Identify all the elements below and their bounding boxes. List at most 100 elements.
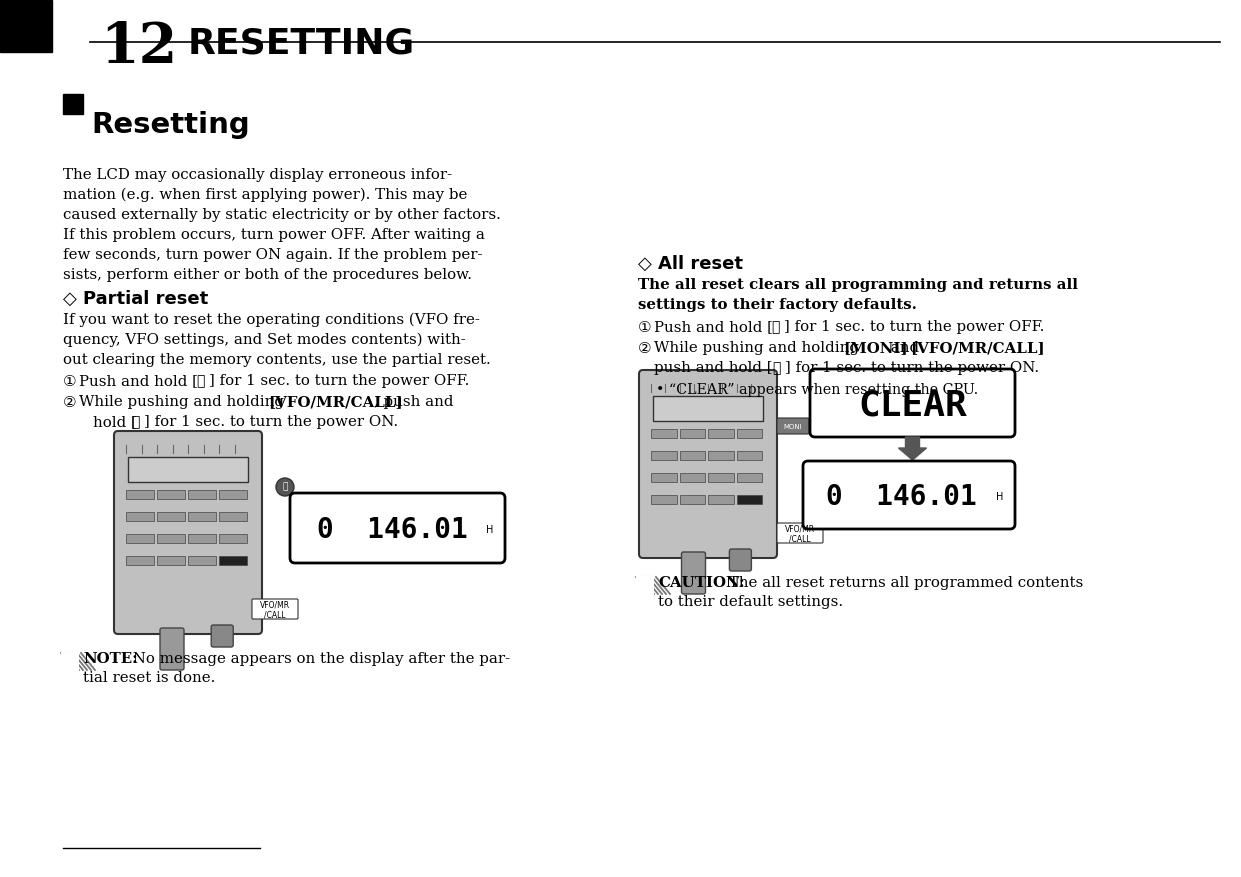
Bar: [218, 556, 247, 565]
Bar: [158, 556, 185, 565]
Text: RESETTING: RESETTING: [187, 27, 416, 61]
FancyBboxPatch shape: [777, 523, 823, 543]
Text: hold [: hold [: [93, 415, 137, 429]
Bar: [680, 451, 705, 460]
Text: caused externally by static electricity or by other factors.: caused externally by static electricity …: [63, 208, 501, 222]
Text: H: H: [997, 492, 1004, 502]
Text: ] for 1 sec. to turn the power ON.: ] for 1 sec. to turn the power ON.: [786, 361, 1039, 375]
Bar: [127, 512, 154, 521]
Text: If this problem occurs, turn power OFF. After waiting a: If this problem occurs, turn power OFF. …: [63, 228, 485, 242]
Bar: [635, 572, 654, 575]
Text: ①: ①: [63, 374, 77, 389]
Text: Push and hold [: Push and hold [: [79, 374, 197, 388]
Text: push and hold [: push and hold [: [654, 361, 772, 375]
Text: ⏻: ⏻: [772, 361, 781, 375]
Text: ⏻: ⏻: [196, 374, 205, 388]
Bar: [158, 512, 185, 521]
Text: While pushing and holding: While pushing and holding: [654, 341, 864, 355]
FancyBboxPatch shape: [777, 418, 809, 434]
Bar: [652, 451, 676, 460]
Text: out clearing the memory contents, use the partial reset.: out clearing the memory contents, use th…: [63, 353, 490, 367]
Bar: [128, 457, 248, 482]
Text: ②: ②: [63, 395, 77, 410]
Bar: [736, 473, 762, 482]
Text: Resetting: Resetting: [91, 111, 249, 139]
Bar: [127, 490, 154, 499]
Text: If you want to reset the operating conditions (VFO fre-: If you want to reset the operating condi…: [63, 313, 480, 327]
Circle shape: [812, 417, 829, 435]
Bar: [218, 490, 247, 499]
Text: ①: ①: [638, 320, 652, 335]
Text: While pushing and holding: While pushing and holding: [79, 395, 289, 409]
FancyBboxPatch shape: [639, 370, 777, 558]
FancyBboxPatch shape: [681, 552, 705, 594]
Bar: [652, 473, 676, 482]
FancyBboxPatch shape: [114, 431, 262, 634]
Text: All reset: All reset: [658, 255, 743, 273]
Text: 0  146.01: 0 146.01: [316, 516, 468, 544]
Bar: [61, 652, 79, 672]
Text: No message appears on the display after the par-: No message appears on the display after …: [128, 652, 510, 666]
Text: Partial reset: Partial reset: [83, 290, 208, 308]
Bar: [680, 429, 705, 438]
Text: [VFO/MR/CALL]: [VFO/MR/CALL]: [268, 395, 402, 409]
Text: ⏻: ⏻: [771, 320, 779, 334]
Bar: [736, 495, 762, 504]
FancyBboxPatch shape: [252, 599, 298, 619]
Text: to their default settings.: to their default settings.: [658, 595, 843, 609]
Text: VFO/MR
/CALL: VFO/MR /CALL: [786, 524, 815, 544]
Text: ] for 1 sec. to turn the power OFF.: ] for 1 sec. to turn the power OFF.: [208, 374, 469, 388]
Text: , push and: , push and: [374, 395, 453, 409]
Text: 0  146.01: 0 146.01: [827, 483, 977, 511]
Text: few seconds, turn power ON again. If the problem per-: few seconds, turn power ON again. If the…: [63, 248, 483, 262]
FancyBboxPatch shape: [730, 549, 751, 571]
Bar: [61, 648, 79, 651]
Text: H: H: [486, 525, 494, 535]
Bar: [680, 495, 705, 504]
Bar: [709, 495, 733, 504]
Bar: [680, 473, 705, 482]
Text: quency, VFO settings, and Set modes contents) with-: quency, VFO settings, and Set modes cont…: [63, 333, 465, 347]
Bar: [709, 451, 733, 460]
Text: mation (e.g. when first applying power). This may be: mation (e.g. when first applying power).…: [63, 188, 468, 203]
Text: and: and: [886, 341, 923, 355]
FancyBboxPatch shape: [160, 628, 184, 670]
Text: ②: ②: [638, 341, 652, 356]
Bar: [652, 495, 676, 504]
Bar: [187, 512, 216, 521]
Text: • “CLEAR” appears when resetting the CPU.: • “CLEAR” appears when resetting the CPU…: [656, 383, 978, 397]
Text: ⏻: ⏻: [818, 422, 823, 431]
Text: CLEAR: CLEAR: [858, 388, 967, 422]
Circle shape: [276, 478, 294, 496]
FancyBboxPatch shape: [810, 369, 1015, 437]
Bar: [635, 576, 654, 596]
Bar: [63, 94, 83, 114]
Text: Push and hold [: Push and hold [: [654, 320, 773, 334]
FancyArrow shape: [898, 437, 927, 460]
Bar: [158, 490, 185, 499]
Bar: [709, 429, 733, 438]
FancyBboxPatch shape: [290, 493, 505, 563]
Text: settings to their factory defaults.: settings to their factory defaults.: [638, 298, 917, 312]
Text: The all reset clears all programming and returns all: The all reset clears all programming and…: [638, 278, 1078, 292]
Text: The all reset returns all programmed contents: The all reset returns all programmed con…: [724, 576, 1083, 590]
Bar: [127, 556, 154, 565]
Bar: [652, 429, 676, 438]
Bar: [218, 534, 247, 543]
Bar: [653, 396, 763, 421]
Text: The LCD may occasionally display erroneous infor-: The LCD may occasionally display erroneo…: [63, 168, 452, 182]
Text: sists, perform either or both of the procedures below.: sists, perform either or both of the pro…: [63, 268, 472, 282]
FancyBboxPatch shape: [211, 625, 233, 647]
Bar: [736, 451, 762, 460]
Bar: [736, 429, 762, 438]
Text: ] for 1 sec. to turn the power OFF.: ] for 1 sec. to turn the power OFF.: [784, 320, 1045, 334]
Text: [VFO/MR/CALL]: [VFO/MR/CALL]: [910, 341, 1045, 355]
Text: ⏻: ⏻: [132, 415, 139, 429]
Text: VFO/MR
/CALL: VFO/MR /CALL: [259, 600, 290, 620]
Bar: [187, 490, 216, 499]
Text: MONI: MONI: [783, 424, 803, 430]
Bar: [187, 556, 216, 565]
FancyBboxPatch shape: [803, 461, 1015, 529]
Bar: [218, 512, 247, 521]
Text: tial reset is done.: tial reset is done.: [83, 671, 216, 685]
